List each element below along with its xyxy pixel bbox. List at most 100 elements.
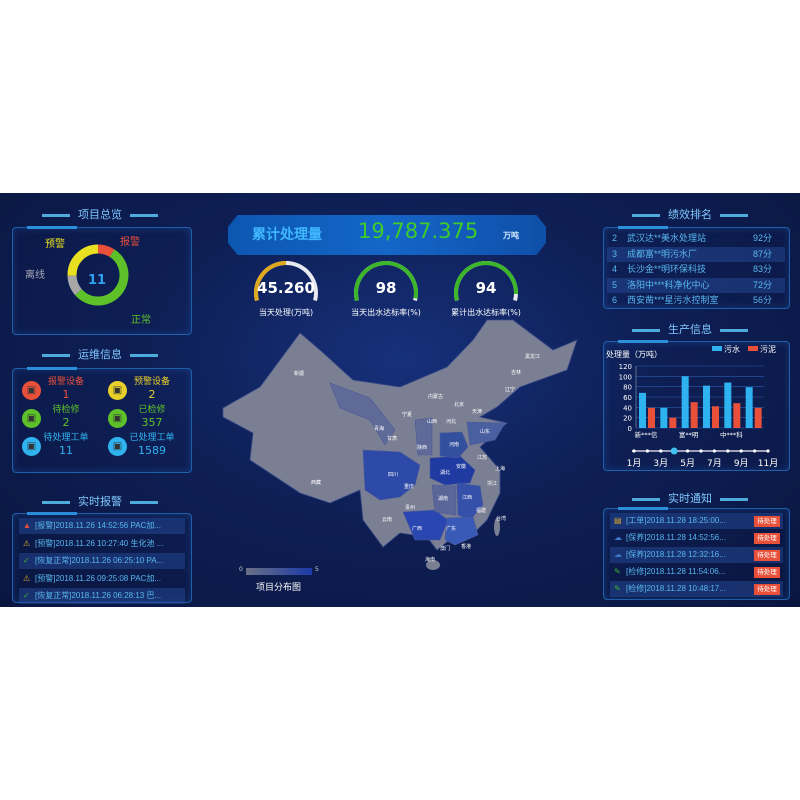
ranking-title: 绩效排名 xyxy=(600,206,780,222)
timeline-label: 7月 xyxy=(707,458,722,469)
bar-污水-3[interactable] xyxy=(703,385,710,428)
timeline-point[interactable] xyxy=(699,449,703,453)
alarm-row[interactable]: ✓ [恢复正常]2018.11.26 06:25:10 PA... xyxy=(19,553,185,569)
legend-min: 0 xyxy=(239,566,243,573)
timeline-point[interactable] xyxy=(753,449,757,453)
china-map[interactable] xyxy=(0,193,800,607)
timeline-point[interactable] xyxy=(686,449,690,453)
bar-污泥-5[interactable] xyxy=(754,407,762,428)
y-tick-label: 60 xyxy=(623,394,632,402)
donut-label-normal: 正常 xyxy=(131,315,151,326)
rank: 5 xyxy=(612,279,618,290)
ops-value: 2 xyxy=(148,388,156,401)
province-label: 青海 xyxy=(374,426,385,432)
map-outline[interactable] xyxy=(222,319,578,551)
province-taiwan[interactable] xyxy=(494,518,500,536)
legend-max: 5 xyxy=(315,566,319,573)
province-hunan[interactable] xyxy=(431,484,457,516)
notice-row[interactable]: ☁ [保养]2018.11.28 14:52:56... 待处理 xyxy=(610,530,783,546)
gauge-label: 当天处理(万吨) xyxy=(258,308,314,317)
alarm-text: [恢复正常]2018.11.26 06:25:10 PA... xyxy=(35,556,164,565)
station-name: 武汉达**美水处理站 xyxy=(627,233,707,243)
x-tick-label: 新***信 xyxy=(635,430,658,439)
notice-row[interactable]: ✎ [检修]2018.11.28 10:48:17... 待处理 xyxy=(610,581,783,597)
bar-污水-0[interactable] xyxy=(639,392,646,428)
ranking-row[interactable]: 5 洛阳中***科净化中心 72分 xyxy=(607,277,785,293)
province-jiangxi[interactable] xyxy=(456,482,484,521)
ops-value: 1 xyxy=(62,388,70,401)
station-name: 西安凿***星污水控制室 xyxy=(627,295,719,305)
ranking-row[interactable]: 4 长沙金**明环保科技 83分 xyxy=(607,262,785,277)
province-guangdong[interactable] xyxy=(444,516,479,546)
wrench-icon: ✎ xyxy=(614,584,621,593)
pending-button[interactable]: 待处理 xyxy=(754,516,780,527)
gauge-fill xyxy=(454,261,518,301)
check-icon: ✓ xyxy=(23,591,30,600)
province-hainan[interactable] xyxy=(426,560,440,570)
province-label: 香港 xyxy=(461,544,472,550)
timeline-point[interactable] xyxy=(645,449,649,453)
ranking-row[interactable]: 2 武汉达**美水处理站 92分 xyxy=(607,231,785,246)
alarm-text: [预警]2018.11.26 10:27:40 生化池 ... xyxy=(35,538,164,548)
pending-button[interactable]: 待处理 xyxy=(754,567,780,578)
production-panel xyxy=(603,340,790,471)
province-label: 山西 xyxy=(427,419,438,425)
province-label: 湖北 xyxy=(440,470,451,476)
alarm-light-icon: ▣ xyxy=(22,381,41,400)
bar-污泥-3[interactable] xyxy=(712,406,719,428)
alarm-row[interactable]: ▲ [报警]2018.11.26 14:52:56 PAC加... xyxy=(19,518,185,534)
pending-button[interactable]: 待处理 xyxy=(754,550,780,561)
timeline-point[interactable] xyxy=(712,449,716,453)
bar-污水-5[interactable] xyxy=(745,387,753,428)
ranking-row[interactable]: 6 西安凿***星污水控制室 56分 xyxy=(607,293,785,308)
check-icon: ✓ xyxy=(23,556,30,565)
timeline-point[interactable] xyxy=(726,449,730,453)
document-icon: ▣ xyxy=(108,437,127,456)
bar-污泥-1[interactable] xyxy=(669,417,677,428)
province-shaanxi[interactable] xyxy=(414,417,433,456)
pending-button[interactable]: 待处理 xyxy=(754,533,780,544)
score: 87分 xyxy=(753,248,773,259)
province-label: 辽宁 xyxy=(505,387,516,393)
donut-segment-2[interactable] xyxy=(67,275,82,295)
alarm-row[interactable]: ⚠ [预警]2018.11.26 09:25:08 PAC加... xyxy=(19,571,185,587)
timeline-point[interactable] xyxy=(670,447,678,455)
donut-segment-0[interactable] xyxy=(97,244,115,258)
donut-segment-3[interactable] xyxy=(67,244,99,276)
province-label: 澳门 xyxy=(440,546,451,552)
ops-label: 已检修 xyxy=(138,405,166,415)
timeline-label: 3月 xyxy=(653,458,668,469)
pending-button[interactable]: 待处理 xyxy=(754,584,780,595)
province-label: 北京 xyxy=(454,402,465,408)
timeline-point[interactable] xyxy=(632,449,636,453)
notice-row[interactable]: ▤ [工单]2018.11.28 18:25:00... 待处理 xyxy=(610,513,783,529)
timeline-point[interactable] xyxy=(739,449,743,453)
province-gansu[interactable] xyxy=(329,382,396,446)
province-label: 云南 xyxy=(382,517,393,523)
bar-污泥-2[interactable] xyxy=(690,402,698,428)
province-guangxi[interactable] xyxy=(402,509,449,541)
province-label: 广东 xyxy=(446,526,457,532)
bar-污泥-4[interactable] xyxy=(733,403,741,428)
notice-row[interactable]: ✎ [检修]2018.11.28 11:54:06... 待处理 xyxy=(610,564,783,580)
alarm-row[interactable]: ⚠ [预警]2018.11.26 10:27:40 生化池 ... xyxy=(19,536,185,552)
province-shandong[interactable] xyxy=(466,421,506,446)
timeline-point[interactable] xyxy=(766,449,770,453)
ranking-row[interactable]: 3 成都富**明污水厂 87分 xyxy=(607,246,785,262)
province-label: 海南 xyxy=(425,557,436,563)
donut-segment-1[interactable] xyxy=(74,249,129,306)
y-tick-label: 100 xyxy=(619,373,632,381)
bar-污水-2[interactable] xyxy=(681,376,689,428)
alarm-row[interactable]: ✓ [恢复正常]2018.11.26 06:28:13 巴... xyxy=(19,588,185,604)
timeline-point[interactable] xyxy=(659,449,663,453)
banner-unit: 万吨 xyxy=(503,231,519,240)
bar-污水-4[interactable] xyxy=(724,382,732,428)
bar-污水-1[interactable] xyxy=(660,407,668,428)
map-legend-gradient[interactable] xyxy=(246,568,312,575)
ops-label: 预警设备 xyxy=(133,377,170,387)
province-sichuan[interactable] xyxy=(362,449,421,501)
notice-row[interactable]: ☁ [保养]2018.11.28 12:32:16... 待处理 xyxy=(610,547,783,563)
province-henan[interactable] xyxy=(439,431,469,459)
bar-污泥-0[interactable] xyxy=(648,407,655,428)
province-label: 湖南 xyxy=(438,496,449,502)
